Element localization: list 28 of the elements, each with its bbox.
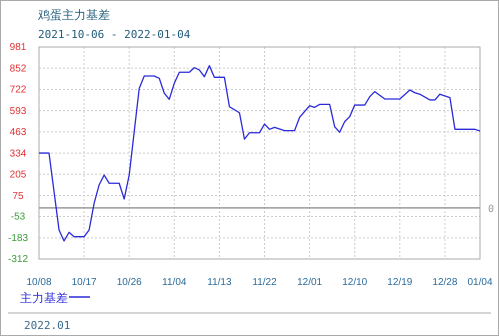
y-tick-label: 852	[10, 63, 27, 74]
x-tick-label: 12/01	[297, 277, 323, 288]
x-tick-label: 11/22	[252, 277, 278, 288]
line-series	[38, 65, 481, 242]
x-tick-label: 12/19	[387, 277, 413, 288]
y-tick-label: -53	[10, 212, 26, 223]
chart-subtitle: 2021-10-06 - 2022-01-04	[38, 28, 191, 41]
text: 2022.01	[24, 319, 70, 332]
y-tick-label: 722	[10, 84, 27, 96]
chart-title: 鸡蛋主力基差	[37, 8, 110, 22]
y-tick-label: 593	[10, 106, 27, 117]
x-tick-label: 10/26	[116, 277, 142, 288]
y-tick-label: 463	[10, 127, 27, 138]
x-tick-label: 10/08	[26, 277, 52, 288]
y-tick-label: 981	[10, 42, 27, 54]
x-tick-label: 12/10	[342, 277, 368, 288]
ref-line-label: 0	[488, 204, 494, 215]
x-tick-label: 11/04	[162, 277, 187, 288]
y-tick-label: -183	[8, 233, 28, 244]
x-tick-label: 12/28	[432, 277, 458, 288]
y-tick-label: 334	[10, 148, 27, 160]
x-tick-label: 10/17	[72, 277, 98, 288]
y-tick-label: 205	[10, 169, 27, 180]
y-tick-label: 75	[12, 190, 24, 202]
legend-label: 主力基差	[20, 291, 68, 305]
y-tick-label: -312	[8, 254, 28, 266]
x-tick-label: 11/13	[207, 277, 232, 288]
x-tick-label: 01/04	[467, 277, 493, 288]
